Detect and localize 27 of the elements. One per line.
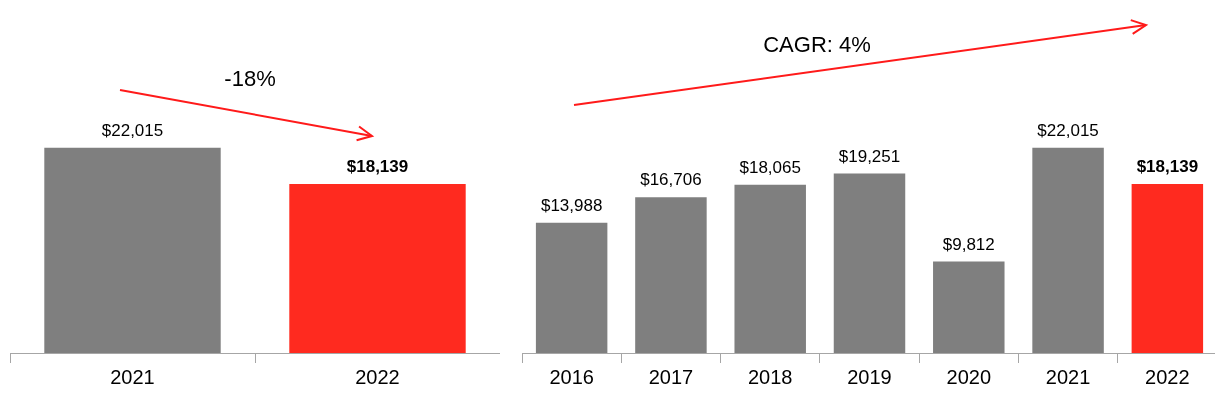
data-label: $22,015 [101,121,164,141]
x-tick-label: 2021 [110,365,155,388]
x-tick-label: 2020 [946,365,992,388]
data-label: $9,812 [942,234,995,254]
x-tick-label: 2022 [355,365,400,388]
data-label: $16,706 [640,170,702,190]
data-label: $22,015 [1037,121,1099,141]
data-label: $18,139 [346,157,409,177]
data-label: $18,139 [1136,157,1199,177]
bar [1032,147,1104,353]
text: CAGR: 4% [763,32,871,58]
bar [933,261,1005,353]
bar [734,184,806,353]
x-tick-label: 2022 [1145,365,1190,388]
text: -18% [224,66,276,92]
data-label: $13,988 [540,195,603,215]
data-label: $18,065 [739,157,801,177]
x-tick-label: 2018 [747,365,793,388]
bar [535,222,608,353]
data-label: $19,251 [838,146,901,166]
bar [833,173,906,353]
x-tick-label: 2016 [549,365,594,388]
bar [635,197,707,353]
x-tick-label: 2021 [1045,365,1091,388]
x-tick-label: 2017 [648,365,694,388]
x-tick-label: 2019 [847,365,892,388]
bar [1131,183,1204,353]
